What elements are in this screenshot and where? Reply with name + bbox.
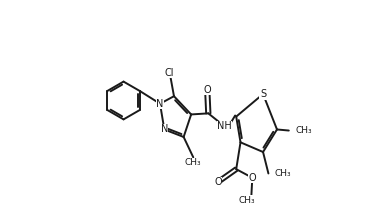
Text: CH₃: CH₃ <box>239 196 255 205</box>
Text: CH₃: CH₃ <box>295 126 312 135</box>
Text: NH: NH <box>217 121 232 131</box>
Text: CH₃: CH₃ <box>185 158 201 167</box>
Text: N: N <box>161 124 168 135</box>
Text: O: O <box>248 173 256 183</box>
Text: S: S <box>260 89 266 99</box>
Text: N: N <box>156 99 164 109</box>
Text: CH₃: CH₃ <box>275 169 291 178</box>
Text: O: O <box>203 85 211 95</box>
Text: O: O <box>214 177 222 187</box>
Text: Cl: Cl <box>165 68 174 78</box>
